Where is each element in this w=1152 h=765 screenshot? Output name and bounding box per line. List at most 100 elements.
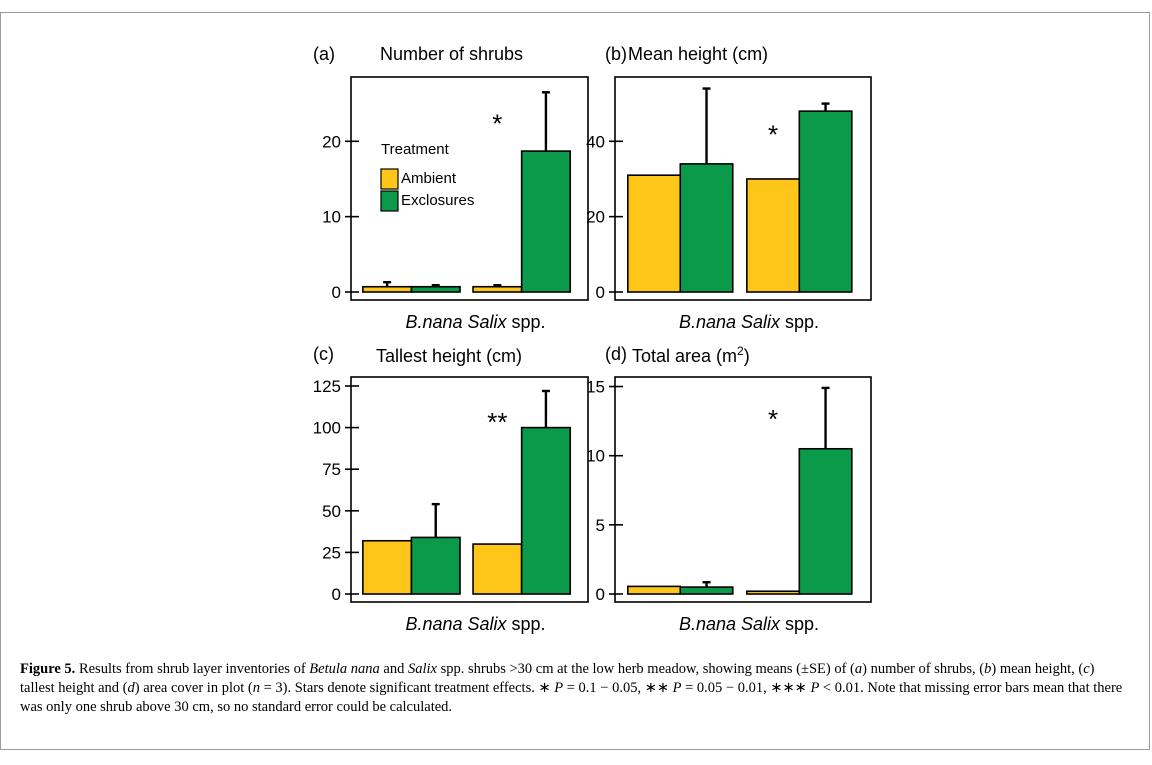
category-labels: B.nana Salix spp. bbox=[679, 312, 819, 332]
panel-title: Total area (m2) bbox=[632, 344, 750, 366]
chart-panel-d: (d) Total area (m2) 0 5 10 15 * B.nana Salix sp… bbox=[586, 344, 872, 634]
bar-exclosures bbox=[798, 110, 853, 293]
panel-label: (a) bbox=[313, 44, 335, 64]
chart-panel-b: (b) Mean height (cm) 0 20 40 * B.nana Salix sp… bbox=[586, 44, 872, 332]
category-label-part: spp. bbox=[507, 614, 546, 634]
category-label-part: B.nana bbox=[405, 312, 462, 332]
caption-ref-a: a bbox=[854, 661, 863, 677]
panel-title: Tallest height (cm) bbox=[376, 346, 522, 366]
y-tick-label: 0 bbox=[596, 283, 605, 302]
plot-frame bbox=[614, 376, 872, 603]
bar-ambient bbox=[472, 285, 523, 293]
significance-stars: ** bbox=[487, 407, 507, 437]
caption-n-symbol: n bbox=[252, 680, 260, 696]
title-close: ) bbox=[744, 346, 750, 366]
figure-caption: Figure 5. Results from shrub layer inven… bbox=[20, 660, 1132, 717]
figure-frame bbox=[0, 12, 1150, 750]
bar-exclosures bbox=[520, 426, 572, 595]
caption-text-9: = 0.1 − 0.05, ∗∗ bbox=[563, 680, 673, 696]
bar-exclosures bbox=[410, 536, 461, 595]
y-tick-label: 25 bbox=[322, 543, 341, 562]
panel-label: (b) bbox=[605, 44, 627, 64]
caption-p-symbol-1: P bbox=[554, 680, 564, 696]
bar-exclosures bbox=[798, 447, 853, 595]
caption-p-symbol-2: P bbox=[672, 680, 682, 696]
caption-label: Figure 5. bbox=[20, 661, 76, 677]
caption-text-7: ) area cover in plot ( bbox=[134, 680, 253, 696]
caption-genus-salix: Salix bbox=[407, 661, 437, 677]
panel-label: (d) bbox=[605, 344, 627, 364]
category-label-part: spp. bbox=[507, 312, 546, 332]
bar-ambient bbox=[626, 174, 682, 293]
legend-title: Treatment bbox=[381, 141, 450, 158]
caption-text-3: spp. shrubs >30 cm at the low herb meado… bbox=[440, 661, 855, 677]
y-tick-label: 40 bbox=[586, 132, 605, 151]
caption-ref-d: d bbox=[127, 680, 135, 696]
caption-text-6: ) tallest height and ( bbox=[20, 661, 1095, 696]
y-tick-label: 5 bbox=[596, 516, 605, 535]
y-tick-label: 100 bbox=[313, 419, 341, 438]
category-label-part: Salix bbox=[468, 614, 508, 634]
category-labels: B.nana Salix spp. bbox=[405, 312, 545, 332]
y-tick-label: 50 bbox=[322, 502, 341, 521]
y-tick-label: 0 bbox=[332, 585, 341, 604]
caption-ref-c: c bbox=[1083, 661, 1090, 677]
bar-exclosures bbox=[679, 163, 734, 293]
bar-ambient bbox=[626, 585, 682, 595]
category-label-part: spp. bbox=[780, 312, 819, 332]
caption-text-10: = 0.05 − 0.01, ∗∗∗ bbox=[681, 680, 811, 696]
y-tick-label: 15 bbox=[586, 378, 605, 397]
y-tick-label: 20 bbox=[322, 132, 341, 151]
caption-text-5: ) mean height, ( bbox=[991, 661, 1084, 677]
caption-text-2: and bbox=[383, 661, 405, 677]
significance-stars: * bbox=[492, 108, 502, 138]
plot-frame bbox=[350, 76, 589, 301]
bar-ambient bbox=[746, 590, 801, 595]
legend-label-exclosures: Exclosures bbox=[401, 192, 474, 209]
category-label-part: B.nana bbox=[679, 614, 736, 634]
caption-text-8: = 3). Stars denote significant treatment… bbox=[259, 680, 555, 696]
bar-ambient bbox=[362, 285, 413, 293]
panel-title: Number of shrubs bbox=[380, 44, 523, 64]
bar-ambient bbox=[362, 539, 413, 595]
legend-swatch-exclosures bbox=[380, 190, 399, 212]
y-tick-label: 20 bbox=[586, 208, 605, 227]
category-labels: B.nana Salix spp. bbox=[679, 614, 819, 634]
y-tick-label: 0 bbox=[332, 283, 341, 302]
category-labels: B.nana Salix spp. bbox=[405, 614, 545, 634]
caption-text-1: Results from shrub layer inventories of bbox=[78, 661, 306, 677]
category-label-part: Salix bbox=[468, 312, 508, 332]
y-tick-label: 10 bbox=[322, 208, 341, 227]
plot-frame bbox=[350, 376, 589, 603]
bar-exclosures bbox=[679, 586, 734, 595]
legend: Treatment Ambient Exclosures bbox=[380, 141, 474, 212]
bar-exclosures bbox=[520, 150, 572, 293]
y-tick-label: 10 bbox=[586, 447, 605, 466]
caption-p-symbol-3: P bbox=[810, 680, 820, 696]
caption-text-4: ) number of shrubs, ( bbox=[862, 661, 985, 677]
y-tick-label: 75 bbox=[322, 460, 341, 479]
title-superscript: 2 bbox=[737, 344, 744, 358]
category-label-part: Salix bbox=[741, 614, 781, 634]
panel-label: (c) bbox=[313, 344, 334, 364]
panel-title: Mean height (cm) bbox=[628, 44, 768, 64]
bar-ambient bbox=[472, 543, 523, 595]
legend-swatch-ambient bbox=[380, 168, 399, 190]
caption-text-11: < 0.01. Note that missing error bars mea… bbox=[20, 680, 1123, 715]
chart-panel-c: (c) Tallest height (cm) 0 25 50 75 100 125 ** B.n… bbox=[313, 344, 589, 634]
category-label-part: spp. bbox=[780, 614, 819, 634]
category-label-part: B.nana bbox=[405, 614, 462, 634]
y-tick-label: 0 bbox=[596, 585, 605, 604]
bar-exclosures bbox=[410, 285, 461, 293]
chart-panel-a: (a) Number of shrubs 0 10 20 * B.nana Salix sp… bbox=[313, 44, 589, 332]
caption-genus-betula: Betula nana bbox=[309, 661, 380, 677]
significance-stars: * bbox=[768, 120, 778, 150]
y-tick-label: 125 bbox=[313, 377, 341, 396]
bar-ambient bbox=[746, 178, 801, 293]
category-label-part: B.nana bbox=[679, 312, 736, 332]
plot-frame bbox=[614, 76, 872, 301]
caption-ref-b: b bbox=[984, 661, 992, 677]
significance-stars: * bbox=[768, 404, 778, 434]
legend-label-ambient: Ambient bbox=[401, 170, 457, 187]
